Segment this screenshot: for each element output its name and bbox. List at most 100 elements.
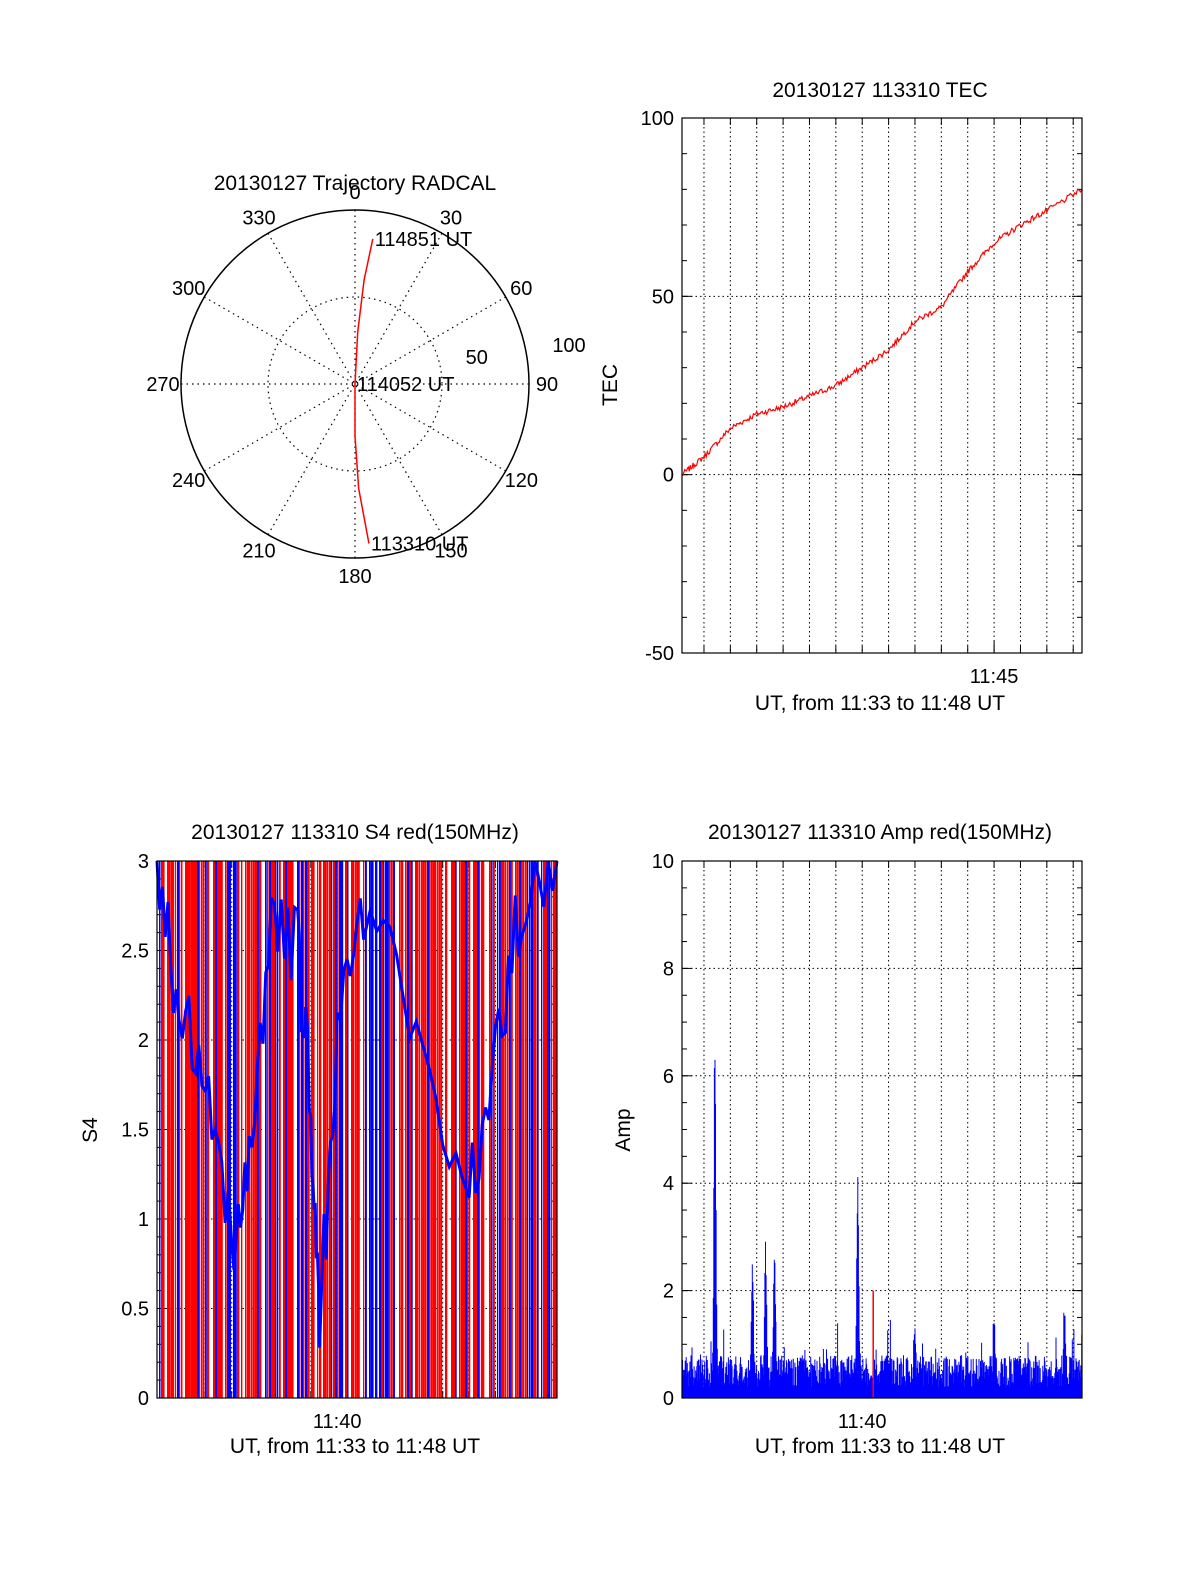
s4-bar — [519, 861, 522, 1398]
s4-bar — [219, 861, 222, 1398]
s4-bar — [503, 861, 505, 1398]
s4-bar — [181, 861, 183, 1398]
y-tick-label: 1.5 — [121, 1120, 149, 1142]
polar-angle-label: 180 — [338, 566, 371, 588]
s4-title: 20130127 113310 S4 red(150MHz) — [191, 821, 519, 844]
y-tick-label: 0.5 — [121, 1299, 149, 1321]
s4-bar — [433, 861, 436, 1398]
s4-bar — [369, 861, 371, 1398]
polar-angle-label: 150 — [434, 540, 467, 562]
s4-bar — [225, 861, 227, 1398]
s4-bar — [473, 861, 476, 1398]
s4-bar — [161, 861, 164, 1398]
s4-bar — [517, 861, 519, 1398]
y-tick-label: -50 — [645, 643, 674, 665]
s4-bar — [511, 861, 513, 1398]
s4-bar — [335, 861, 337, 1398]
polar-angle-label: 90 — [536, 374, 558, 396]
s4-bar — [235, 861, 237, 1398]
s4-bar — [529, 861, 531, 1398]
s4-bar — [515, 861, 517, 1398]
s4-bar — [285, 861, 288, 1398]
s4-bar — [277, 861, 279, 1398]
x-tick-label: 11:45 — [970, 666, 1019, 688]
s4-bar — [463, 861, 466, 1398]
polar-angle-label: 240 — [172, 470, 205, 492]
s4-bar — [475, 861, 478, 1398]
trajectory-panel: 20130127 Trajectory RADCAL 0 30 60 90 120 150… — [146, 172, 585, 588]
s4-blue-envelope — [155, 860, 559, 1348]
tec-plot-area: -50 0 50 100 11:45 — [641, 108, 1083, 688]
s4-bar — [283, 861, 286, 1398]
polar-labels: 0 30 60 90 120 150 180 210 240 270 300 330 50 100 1148… — [146, 182, 585, 588]
s4-bar — [491, 861, 493, 1398]
s4-bar — [419, 861, 421, 1398]
s4-bar — [423, 861, 425, 1398]
s4-bar — [429, 861, 431, 1398]
s4-bar — [399, 861, 401, 1398]
polar-angle-label: 210 — [242, 540, 275, 562]
s4-bar — [217, 861, 219, 1398]
s4-bar — [523, 861, 525, 1398]
s4-bar — [535, 861, 537, 1398]
s4-bar — [437, 861, 439, 1398]
s4-bar — [195, 861, 198, 1398]
s4-bar — [381, 861, 383, 1398]
y-tick-label: 2 — [138, 1030, 149, 1052]
s4-bar — [417, 861, 419, 1398]
amp-title: 20130127 113310 Amp red(150MHz) — [708, 821, 1052, 844]
s4-bar — [543, 861, 546, 1398]
s4-bar — [337, 861, 339, 1398]
s4-bar — [245, 861, 247, 1398]
s4-bar — [459, 861, 461, 1398]
s4-bar — [345, 861, 348, 1398]
s4-bar — [387, 861, 389, 1398]
s4-bar — [289, 861, 292, 1398]
s4-bar — [185, 861, 188, 1398]
y-tick-label: 2.5 — [121, 941, 149, 963]
s4-bar — [205, 861, 207, 1398]
s4-bar — [255, 861, 258, 1398]
s4-xlabel: UT, from 11:33 to 11:48 UT — [230, 1435, 480, 1458]
y-tick-label: 4 — [663, 1173, 674, 1195]
y-tick-label: 50 — [652, 286, 674, 308]
s4-bar — [507, 861, 509, 1398]
tec-title: 20130127 113310 TEC — [772, 79, 987, 102]
s4-bar — [365, 861, 367, 1398]
s4-bar — [389, 861, 391, 1398]
s4-bar — [187, 861, 189, 1398]
s4-bar — [227, 861, 230, 1398]
s4-bar — [313, 861, 315, 1398]
s4-bar — [175, 861, 177, 1398]
s4-bar — [229, 861, 231, 1398]
s4-bar — [191, 861, 194, 1398]
y-tick-label: 1 — [138, 1209, 149, 1231]
s4-bar — [297, 861, 300, 1398]
trajectory-title: 20130127 Trajectory RADCAL — [214, 172, 497, 195]
s4-bar — [201, 861, 203, 1398]
polar-angle-label: 0 — [349, 182, 360, 204]
s4-bar — [291, 861, 294, 1398]
s4-bar — [203, 861, 205, 1398]
s4-bar — [265, 861, 267, 1398]
s4-bar — [525, 861, 527, 1398]
s4-bar — [497, 861, 499, 1398]
s4-bar — [537, 861, 539, 1398]
s4-bar — [269, 861, 272, 1398]
s4-bar — [193, 861, 196, 1398]
s4-bar — [233, 861, 236, 1398]
s4-bar — [445, 861, 448, 1398]
s4-bar — [469, 861, 471, 1398]
plot-frame — [681, 860, 1083, 1399]
s4-bar — [251, 861, 253, 1398]
s4-bar — [325, 861, 327, 1398]
s4-bar — [167, 861, 170, 1398]
polar-angle-label: 330 — [242, 208, 275, 230]
polar-angle-label: 270 — [146, 374, 179, 396]
s4-bar — [375, 861, 378, 1398]
s4-bar — [169, 861, 171, 1398]
amp-xlabel: UT, from 11:33 to 11:48 UT — [755, 1435, 1005, 1458]
y-tick-label: 2 — [663, 1281, 674, 1303]
s4-bar — [207, 861, 210, 1398]
s4-bar — [533, 861, 536, 1398]
